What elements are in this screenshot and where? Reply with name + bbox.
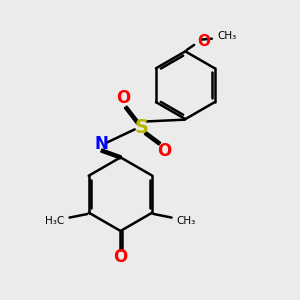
Text: N: N: [94, 135, 108, 153]
Text: O: O: [197, 34, 210, 49]
Text: CH₃: CH₃: [177, 215, 196, 226]
Text: O: O: [157, 142, 171, 160]
Text: H₃C: H₃C: [45, 215, 64, 226]
Text: O: O: [113, 248, 128, 266]
Text: S: S: [134, 118, 148, 137]
Text: O: O: [116, 89, 130, 107]
Text: CH₃: CH₃: [217, 31, 236, 41]
